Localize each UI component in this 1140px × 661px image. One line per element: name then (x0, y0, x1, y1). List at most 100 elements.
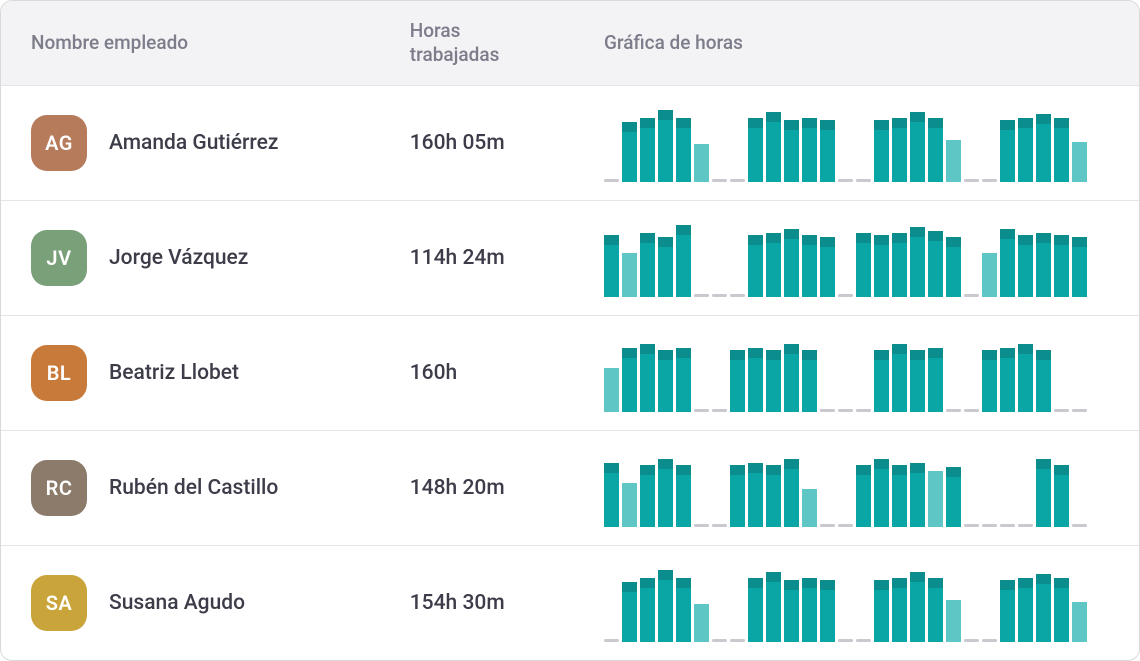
chart-bar (658, 570, 673, 642)
chart-bar (694, 604, 709, 642)
chart-bar (874, 235, 889, 297)
chart-dash (856, 409, 871, 412)
hours-table: Nombre empleado Horastrabajadas Gráfica … (0, 0, 1140, 661)
chart-dash (820, 409, 835, 412)
table-row[interactable]: RCRubén del Castillo148h 20m (1, 431, 1139, 546)
chart-dash (838, 639, 853, 642)
chart-bar (1072, 142, 1087, 182)
chart-bar (676, 578, 691, 642)
chart-bar (658, 459, 673, 527)
chart-bar (1000, 120, 1015, 182)
chart-bar (892, 578, 907, 642)
chart-bar (640, 233, 655, 297)
chart-bar (640, 344, 655, 412)
chart-bar (748, 235, 763, 297)
chart-bar (694, 144, 709, 182)
hours-chart (604, 449, 1109, 527)
chart-bar (1036, 574, 1051, 642)
chart-bar (640, 118, 655, 182)
employee-cell: SASusana Agudo (31, 575, 410, 631)
chart-bar (766, 112, 781, 182)
chart-bar (802, 235, 817, 297)
chart-bar (784, 459, 799, 527)
hours-chart (604, 104, 1109, 182)
chart-bar (766, 350, 781, 412)
chart-bar (892, 465, 907, 527)
chart-dash (856, 179, 871, 182)
chart-dash (1018, 524, 1033, 527)
chart-bar (730, 350, 745, 412)
chart-dash (982, 524, 997, 527)
chart-bar (1054, 235, 1069, 297)
chart-bar (874, 459, 889, 527)
chart-bar (622, 483, 637, 527)
chart-bar (928, 578, 943, 642)
chart-bar (946, 467, 961, 527)
table-row[interactable]: BLBeatriz Llobet160h (1, 316, 1139, 431)
chart-dash (712, 294, 727, 297)
chart-bar (820, 580, 835, 642)
chart-bar (892, 118, 907, 182)
table-row[interactable]: AGAmanda Gutiérrez160h 05m (1, 86, 1139, 201)
chart-dash (964, 409, 979, 412)
hours-worked: 114h 24m (410, 246, 604, 270)
chart-dash (712, 179, 727, 182)
chart-dash (712, 639, 727, 642)
chart-dash (964, 179, 979, 182)
chart-bar (748, 578, 763, 642)
chart-dash (694, 524, 709, 527)
chart-dash (730, 179, 745, 182)
chart-bar (1054, 465, 1069, 527)
chart-bar (1000, 580, 1015, 642)
chart-bar (784, 120, 799, 182)
chart-bar (982, 350, 997, 412)
avatar: SA (31, 575, 87, 631)
table-row[interactable]: SASusana Agudo154h 30m (1, 546, 1139, 660)
chart-bar (856, 465, 871, 527)
chart-bar (910, 572, 925, 642)
chart-bar (1018, 235, 1033, 297)
chart-bar (928, 348, 943, 412)
chart-dash (604, 639, 619, 642)
chart-bar (820, 237, 835, 297)
chart-dash (838, 409, 853, 412)
header-chart: Gráfica de horas (604, 31, 1109, 54)
avatar: JV (31, 230, 87, 286)
chart-bar (640, 465, 655, 527)
chart-dash (730, 639, 745, 642)
chart-bar (928, 118, 943, 182)
chart-bar (1036, 459, 1051, 527)
chart-bar (730, 465, 745, 527)
chart-bar (802, 578, 817, 642)
chart-bar (604, 368, 619, 412)
employee-name: Jorge Vázquez (109, 246, 248, 270)
chart-bar (766, 465, 781, 527)
chart-bar (802, 489, 817, 527)
avatar: BL (31, 345, 87, 401)
chart-bar (1036, 114, 1051, 182)
chart-bar (946, 140, 961, 182)
chart-bar (910, 227, 925, 297)
chart-bar (784, 580, 799, 642)
chart-bar (766, 572, 781, 642)
chart-dash (820, 524, 835, 527)
employee-name: Rubén del Castillo (109, 476, 278, 500)
chart-bar (802, 118, 817, 182)
chart-bar (910, 350, 925, 412)
chart-bar (676, 225, 691, 297)
chart-bar (1054, 578, 1069, 642)
chart-bar (784, 344, 799, 412)
chart-bar (820, 120, 835, 182)
chart-dash (730, 294, 745, 297)
chart-bar (856, 233, 871, 297)
chart-bar (910, 112, 925, 182)
chart-bar (1072, 237, 1087, 297)
hours-worked: 160h 05m (410, 131, 604, 155)
chart-dash (964, 639, 979, 642)
table-row[interactable]: JV Jorge Vázquez 114h 24m (1, 201, 1139, 316)
chart-bar (622, 582, 637, 642)
table-header: Nombre empleado Horastrabajadas Gráfica … (1, 1, 1139, 86)
chart-dash (964, 294, 979, 297)
chart-dash (982, 639, 997, 642)
chart-dash (964, 524, 979, 527)
